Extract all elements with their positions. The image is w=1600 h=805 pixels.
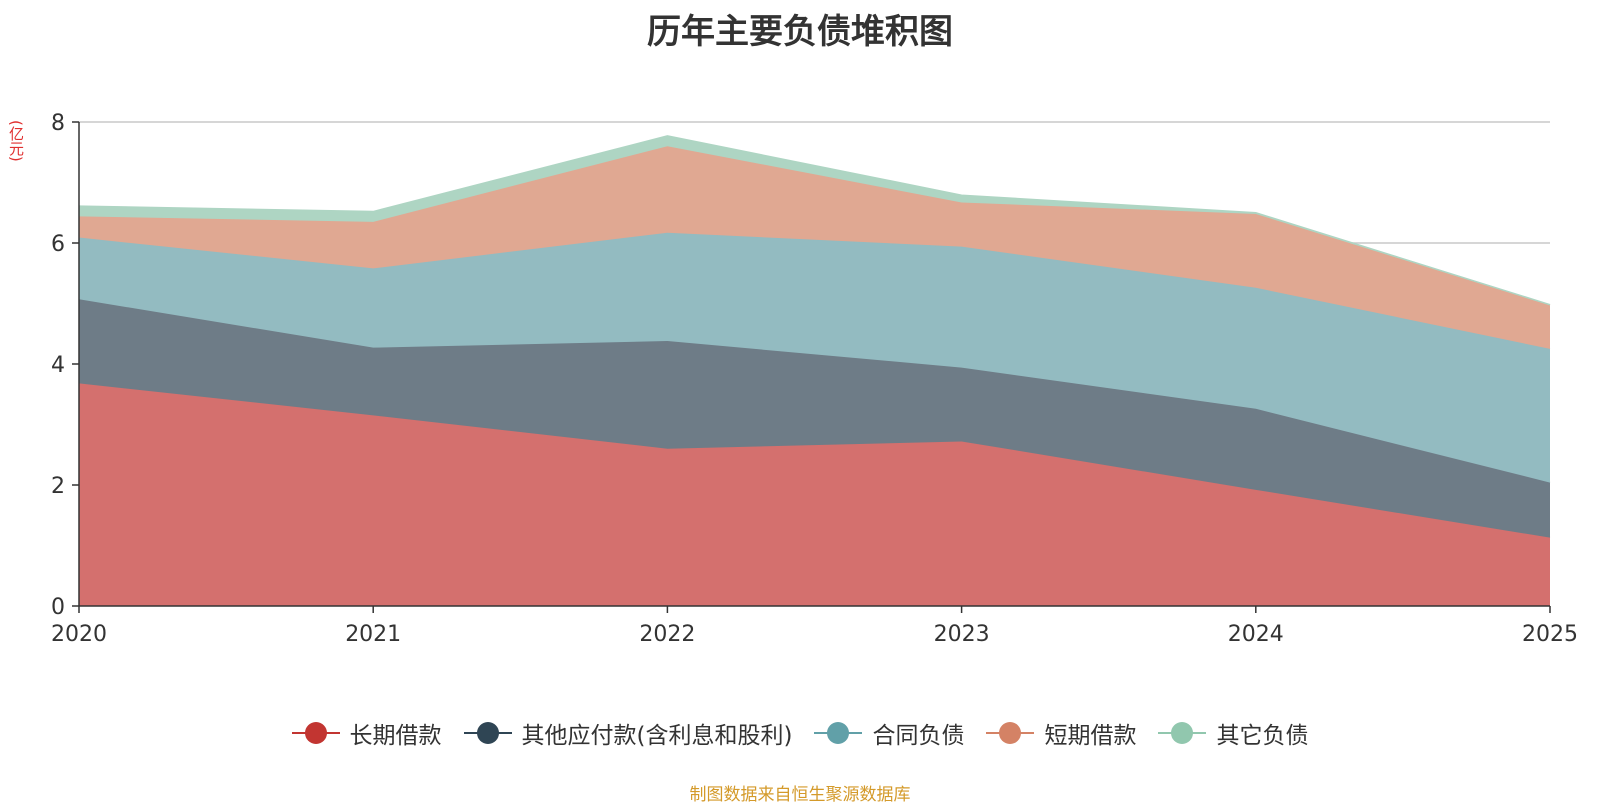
area-series-3 [79,232,1550,483]
legend-item-5[interactable]: 其它负债 [1158,716,1308,750]
y-tick-label-6: 6 [51,232,65,257]
y-axis-unit: (亿元) [7,120,25,162]
legend-marker [986,721,1035,745]
legend-label: 合同负债 [872,723,965,749]
y-tick-label-4: 4 [51,353,65,378]
x-tick-label-2022: 2022 [639,622,695,647]
x-tick-label-2025: 2025 [1522,622,1578,647]
x-tick-label-2020: 2020 [51,622,107,647]
legend-label: 其他应付款(含利息和股利) [521,723,793,749]
data-source-note: 制图数据来自恒生聚源数据库 [689,785,911,805]
legend-label: 短期借款 [1044,723,1137,749]
x-tick-label-2023: 2023 [934,622,990,647]
legend-label: 其它负债 [1216,723,1309,749]
legend-item-4[interactable]: 短期借款 [986,716,1136,750]
legend: 长期借款 其他应付款(含利息和股利) 合同负债 短期借款 其它负债 [0,716,1600,750]
legend-item-3[interactable]: 合同负债 [814,716,964,750]
legend-marker [1158,721,1207,745]
area-series-2 [79,299,1550,538]
legend-label: 长期借款 [349,723,442,749]
area-series-1 [79,383,1550,606]
x-tick-label-2024: 2024 [1228,622,1284,647]
line-series-5 [78,135,1551,306]
legend-marker [463,721,512,745]
x-tick-label-2021: 2021 [345,622,401,647]
area-series-4 [79,146,1550,349]
legend-marker [291,721,340,745]
legend-marker [814,721,863,745]
y-tick-label-2: 2 [51,474,65,499]
y-tick-label-0: 0 [51,595,65,620]
chart-title: 历年主要负债堆积图 [647,12,953,52]
legend-item-1[interactable]: 长期借款 [291,716,442,750]
legend-item-2[interactable]: 其他应付款(含利息和股利) [463,716,793,750]
area-series-5 [79,135,1550,306]
y-tick-label-8: 8 [51,111,65,136]
